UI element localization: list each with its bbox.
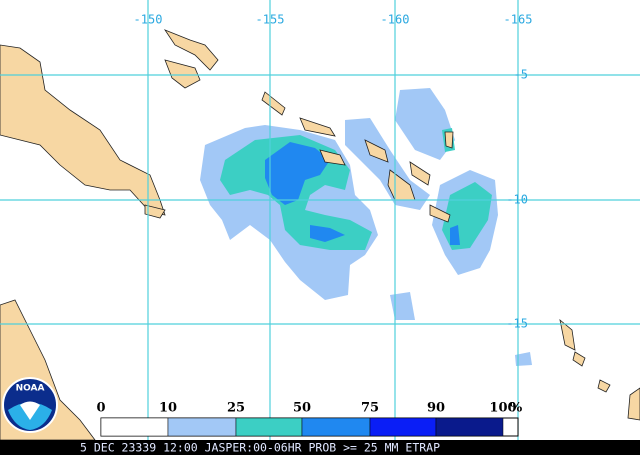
legend-swatch <box>301 417 371 437</box>
legend-label: 10 <box>159 401 177 416</box>
legend-label: 75 <box>361 401 379 416</box>
legend-label: 100 <box>489 401 516 416</box>
lat-labels: -5 -10 -15 <box>506 68 528 331</box>
logo-text: NOAA <box>16 384 45 394</box>
lat-label: -15 <box>506 317 528 331</box>
footer-text: 5 DEC 23339 12:00 JASPER:00-06HR PROB >=… <box>80 441 440 455</box>
noaa-logo: NOAA <box>2 377 58 433</box>
graticule <box>0 0 640 440</box>
legend-swatch <box>235 417 303 437</box>
legend-unit: % <box>510 401 523 416</box>
lat-label: -5 <box>514 68 528 82</box>
legend-swatch <box>435 417 504 437</box>
legend-label: 50 <box>293 401 311 416</box>
legend-swatch <box>369 417 437 437</box>
lon-label: -155 <box>256 13 285 27</box>
lon-label: -165 <box>504 13 533 27</box>
lat-label: -10 <box>506 193 528 207</box>
legend-label: 25 <box>227 401 245 416</box>
legend-label: 90 <box>427 401 445 416</box>
legend-swatch <box>167 417 237 437</box>
lon-label: -150 <box>134 13 163 27</box>
lon-labels: -150 -155 -160 -165 <box>134 13 533 27</box>
lon-label: -160 <box>381 13 410 27</box>
legend: 0 10 25 50 75 90 100% <box>96 401 523 437</box>
legend-swatch <box>100 417 169 437</box>
footer-bar <box>0 440 640 455</box>
legend-label: 0 <box>96 401 105 416</box>
